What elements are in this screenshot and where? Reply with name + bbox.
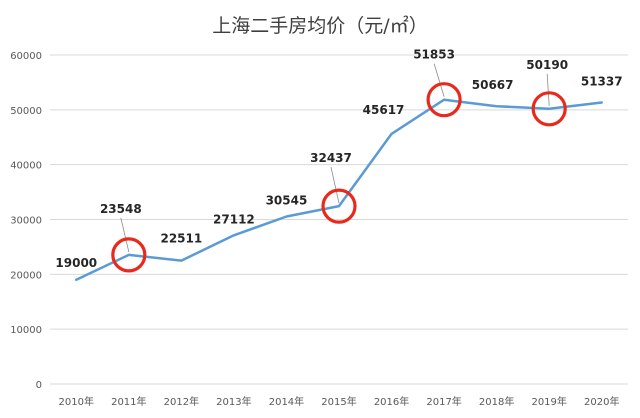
data-label: 32437 [310, 151, 352, 165]
y-tick-label: 0 [36, 380, 42, 391]
x-tick-label: 2015年 [321, 395, 356, 408]
highlight-circles [111, 82, 567, 273]
highlight-circle [111, 237, 147, 273]
data-label-leader [330, 167, 340, 204]
data-label: 19000 [55, 256, 97, 270]
x-tick-label: 2019年 [531, 395, 566, 408]
data-label-leader [433, 63, 445, 97]
x-tick-label: 2012年 [164, 395, 199, 408]
y-tick-label: 40000 [10, 161, 42, 172]
series-line [75, 98, 603, 282]
highlight-circle [426, 82, 462, 118]
x-tick-label: 2014年 [269, 395, 304, 408]
data-label: 23548 [100, 202, 142, 216]
data-label: 27112 [213, 212, 255, 226]
data-label: 45617 [363, 103, 405, 117]
data-label: 50190 [526, 58, 568, 72]
highlight-circle [321, 188, 357, 224]
x-tick-label: 2011年 [111, 395, 146, 408]
data-label-leader [120, 217, 130, 252]
data-label-leader [546, 73, 550, 106]
data-label: 51853 [413, 48, 455, 62]
y-tick-label: 30000 [10, 216, 42, 227]
data-label: 51337 [581, 75, 623, 89]
data-labels: 19000 23548 22511 27112 30545 32437 45617 51853… [55, 48, 622, 270]
x-tick-label: 2010年 [59, 395, 94, 408]
highlight-circle [531, 91, 567, 127]
x-tick-label: 2018年 [479, 395, 514, 408]
x-tick-label: 2020年 [584, 395, 619, 408]
x-tick-label: 2017年 [426, 395, 461, 408]
y-tick-label: 20000 [10, 270, 42, 281]
y-tick-label: 10000 [10, 325, 42, 336]
x-tick-label: 2016年 [374, 395, 409, 408]
y-tick-label: 60000 [10, 51, 42, 62]
data-label: 50667 [472, 78, 514, 92]
chart-title: 上海二手房均价（元/㎡） [212, 14, 427, 37]
label-leaders [120, 63, 550, 252]
data-label: 22511 [160, 232, 202, 246]
series-line-layer [75, 98, 603, 282]
y-tick-label: 50000 [10, 106, 42, 117]
data-label: 30545 [266, 194, 308, 208]
x-axis-ticks: 2010年 2011年 2012年 2013年 2014年 2015年 2016年 2017年… [59, 395, 620, 408]
y-axis-ticks: 0 10000 20000 30000 40000 50000 60000 [10, 51, 42, 391]
x-tick-label: 2013年 [216, 395, 251, 408]
grid-lines [50, 54, 628, 385]
